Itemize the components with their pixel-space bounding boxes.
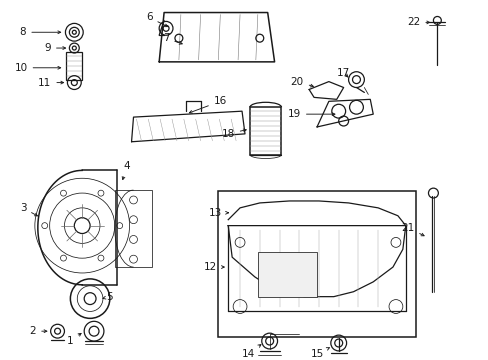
Text: 21: 21 <box>400 222 423 236</box>
Bar <box>257 252 316 297</box>
Text: 20: 20 <box>290 77 313 87</box>
Text: 22: 22 <box>406 17 429 27</box>
Text: 17: 17 <box>336 68 349 78</box>
Text: 7: 7 <box>163 33 182 44</box>
Text: 9: 9 <box>44 43 65 53</box>
Bar <box>249 107 281 154</box>
Text: 12: 12 <box>203 262 224 272</box>
Text: 4: 4 <box>122 161 130 180</box>
Text: 13: 13 <box>208 208 228 218</box>
Bar <box>115 190 152 267</box>
Bar <box>218 191 415 337</box>
Text: 15: 15 <box>310 348 329 359</box>
Bar <box>66 52 82 80</box>
Text: 1: 1 <box>67 333 81 346</box>
Text: 16: 16 <box>189 96 226 113</box>
Text: 19: 19 <box>287 109 334 119</box>
Text: 14: 14 <box>241 345 261 359</box>
Text: 11: 11 <box>38 77 63 87</box>
Text: 3: 3 <box>20 203 38 216</box>
Text: 8: 8 <box>20 27 61 37</box>
Text: 10: 10 <box>15 63 61 73</box>
Text: 6: 6 <box>146 13 167 27</box>
Text: 2: 2 <box>29 326 47 336</box>
Text: 18: 18 <box>221 129 246 139</box>
Text: 5: 5 <box>102 292 113 302</box>
